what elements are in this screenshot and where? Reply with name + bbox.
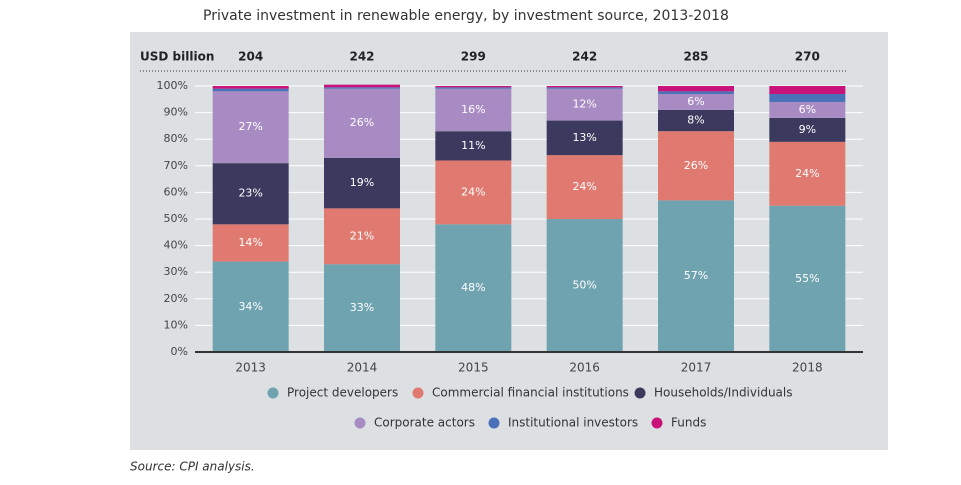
- bar-segment: [658, 131, 734, 201]
- data-label: 34%: [238, 300, 262, 313]
- bar-segment: [212, 163, 289, 225]
- y-tick-label: 70%: [164, 159, 188, 172]
- bar-segment: [546, 86, 623, 88]
- y-tick-label: 80%: [164, 132, 188, 145]
- y-tick-label: 20%: [164, 292, 188, 305]
- bar-segment: [324, 208, 400, 265]
- y-tick-label: 100%: [157, 79, 188, 92]
- bar-segment: [769, 205, 846, 352]
- bar-segment: [435, 131, 512, 161]
- data-label: 19%: [350, 176, 374, 189]
- bar-segment: [658, 91, 734, 94]
- chart-title: Private investment in renewable energy, …: [203, 8, 729, 24]
- bar-segment: [546, 87, 623, 89]
- y-tick-label: 0%: [171, 345, 188, 358]
- legend-marker: [634, 387, 646, 399]
- data-label: 26%: [684, 159, 708, 172]
- bar-segment: [212, 86, 289, 89]
- data-label: 12%: [572, 98, 596, 111]
- data-label: 6%: [799, 103, 816, 116]
- data-label: 9%: [799, 123, 816, 136]
- totals-label: USD billion: [140, 50, 214, 64]
- legend-label: Institutional investors: [508, 416, 638, 430]
- total-label: 270: [795, 50, 820, 64]
- data-label: 24%: [572, 180, 596, 193]
- bar-segment: [212, 91, 289, 164]
- data-label: 55%: [795, 272, 819, 285]
- data-label: 24%: [461, 185, 485, 198]
- data-label: 48%: [461, 281, 485, 294]
- x-tick-label: 2018: [792, 361, 823, 375]
- bar-segment: [546, 155, 623, 219]
- bar-segment: [769, 117, 846, 142]
- x-tick-label: 2015: [458, 361, 489, 375]
- y-tick-label: 50%: [164, 212, 188, 225]
- legend-marker: [354, 417, 366, 429]
- bar-segment: [212, 224, 289, 262]
- data-label: 14%: [238, 236, 262, 249]
- bar-segment: [324, 88, 400, 158]
- legend-marker: [267, 387, 279, 399]
- x-tick-label: 2016: [569, 361, 600, 375]
- bar-segment: [435, 87, 512, 89]
- data-label: 21%: [350, 229, 374, 242]
- total-label: 204: [238, 50, 263, 64]
- bar-segment: [324, 84, 400, 88]
- bar-segment: [324, 264, 400, 352]
- bar-segment: [658, 93, 734, 110]
- bar-segment: [546, 219, 623, 352]
- data-label: 13%: [572, 131, 596, 144]
- data-label: 27%: [238, 120, 262, 133]
- total-label: 285: [683, 50, 708, 64]
- y-tick-label: 10%: [164, 318, 188, 331]
- legend-label: Project developers: [287, 386, 398, 400]
- total-label: 242: [349, 50, 374, 64]
- bar-segment: [212, 261, 289, 352]
- x-tick-label: 2014: [347, 361, 378, 375]
- y-tick-label: 60%: [164, 185, 188, 198]
- data-label: 8%: [687, 114, 704, 127]
- bar-segment: [435, 160, 512, 225]
- legend-marker: [651, 417, 663, 429]
- bar-segment: [658, 86, 734, 92]
- bar-segment: [546, 88, 623, 121]
- data-label: 6%: [687, 95, 704, 108]
- bar-segment: [435, 88, 512, 132]
- data-label: 11%: [461, 139, 485, 152]
- legend-marker: [412, 387, 424, 399]
- bar-segment: [324, 87, 400, 89]
- bar-segment: [769, 93, 846, 102]
- bar-segment: [658, 200, 734, 352]
- legend-label: Commercial financial institutions: [432, 386, 629, 400]
- data-label: 23%: [238, 187, 262, 200]
- x-tick-label: 2017: [681, 361, 712, 375]
- source-note: Source: CPI analysis.: [130, 460, 255, 474]
- bar-segment: [435, 86, 512, 88]
- bar-segment: [546, 120, 623, 156]
- y-tick-label: 30%: [164, 265, 188, 278]
- total-label: 242: [572, 50, 597, 64]
- bar-segment: [435, 224, 512, 352]
- legend-label: Corporate actors: [374, 416, 475, 430]
- bar-segment: [324, 157, 400, 209]
- data-label: 24%: [795, 167, 819, 180]
- data-label: 33%: [350, 301, 374, 314]
- legend-marker: [488, 417, 500, 429]
- total-label: 299: [461, 50, 486, 64]
- data-label: 16%: [461, 103, 485, 116]
- legend-label: Households/Individuals: [654, 386, 793, 400]
- data-label: 26%: [350, 116, 374, 129]
- x-tick-label: 2013: [235, 361, 266, 375]
- legend-label: Funds: [671, 416, 706, 430]
- data-label: 57%: [684, 269, 708, 282]
- bar-segment: [658, 109, 734, 132]
- y-tick-label: 90%: [164, 106, 188, 119]
- bar-segment: [769, 141, 846, 206]
- bar-segment: [769, 86, 846, 94]
- bar-segment: [769, 101, 846, 118]
- y-tick-label: 40%: [164, 239, 188, 252]
- bar-segment: [212, 88, 289, 92]
- data-label: 50%: [572, 279, 596, 292]
